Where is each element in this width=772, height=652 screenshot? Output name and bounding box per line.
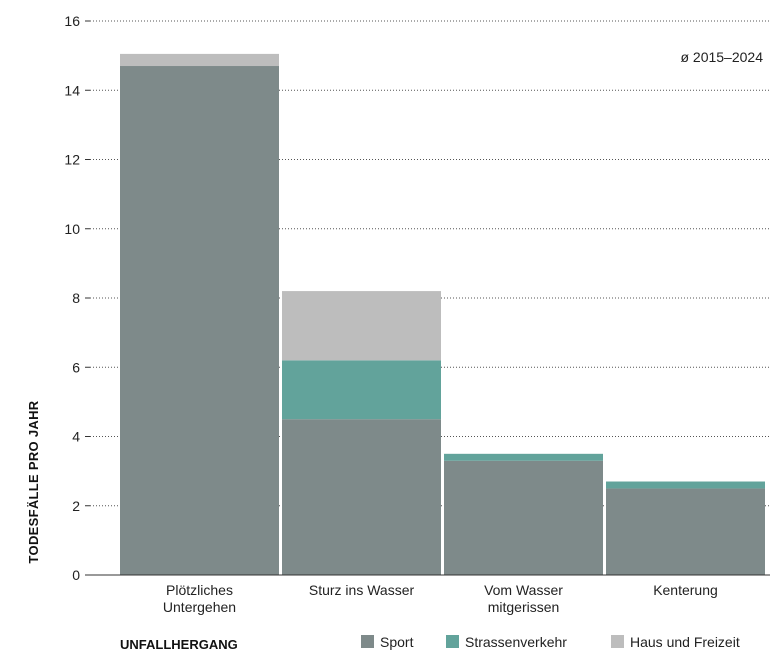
- bar-haus-und-freizeit: [120, 53, 279, 67]
- legend: Sport Strassenverkehr Haus und Freizeit: [361, 634, 740, 650]
- bars: [120, 53, 765, 575]
- y-tick-label: 8: [72, 290, 80, 306]
- bar-haus-und-freizeit: [282, 291, 441, 361]
- period-annotation: ø 2015–2024: [680, 49, 763, 65]
- y-tick-label: 6: [72, 359, 80, 375]
- bar-strassenverkehr: [606, 481, 765, 489]
- legend-swatch: [446, 635, 459, 648]
- axes: 0 2 4 6 8 10 12 14 16 Plötzliches Untergehen Sturz …: [64, 13, 770, 615]
- x-tick-label: Kenterung: [653, 582, 718, 598]
- legend-swatch: [611, 635, 624, 648]
- x-tick-label: Plötzliches Untergehen: [163, 582, 236, 615]
- bar-sport: [282, 419, 441, 575]
- bar-sport: [606, 488, 765, 575]
- legend-label: Haus und Freizeit: [630, 634, 740, 650]
- y-tick-label: 12: [64, 152, 80, 168]
- bar-sport: [120, 66, 279, 575]
- bar-strassenverkehr: [444, 453, 603, 461]
- labels: ø 2015–2024 TODESFÄLLE PRO JAHR UNFALLHE…: [26, 49, 763, 652]
- x-axis-title: UNFALLHERGANG: [120, 637, 238, 652]
- legend-swatch: [361, 635, 374, 648]
- y-tick-label: 16: [64, 13, 80, 29]
- x-tick-label: Sturz ins Wasser: [309, 582, 415, 598]
- y-tick-label: 14: [64, 82, 80, 98]
- y-tick-label: 10: [64, 221, 80, 237]
- legend-label: Strassenverkehr: [465, 634, 567, 650]
- x-tick-label: Vom Wasser mitgerissen: [484, 582, 563, 615]
- y-tick-label: 2: [72, 498, 80, 514]
- y-tick-label: 4: [72, 429, 80, 445]
- bar-strassenverkehr: [282, 360, 441, 420]
- y-axis-title: TODESFÄLLE PRO JAHR: [26, 400, 41, 563]
- bar-sport: [444, 460, 603, 575]
- y-tick-label: 0: [72, 567, 80, 583]
- legend-label: Sport: [380, 634, 414, 650]
